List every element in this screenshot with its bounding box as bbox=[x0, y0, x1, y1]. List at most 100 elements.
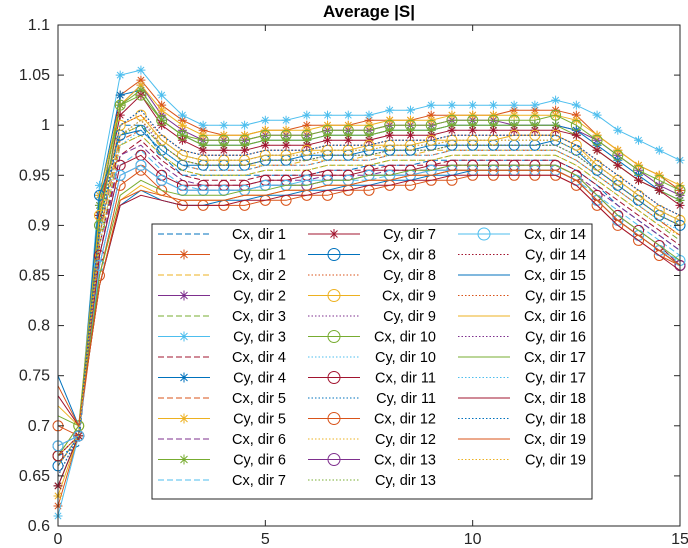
legend-entry: Cx, dir 14 bbox=[458, 227, 586, 243]
data-point bbox=[198, 125, 208, 135]
data-point bbox=[135, 124, 147, 136]
data-point bbox=[592, 110, 602, 120]
data-point bbox=[135, 109, 147, 121]
data-point bbox=[177, 120, 187, 130]
legend-entry: Cy, dir 6 bbox=[158, 453, 286, 469]
data-point bbox=[529, 129, 541, 141]
data-point bbox=[653, 174, 665, 186]
legend-entry: Cy, dir 2 bbox=[158, 289, 286, 305]
legend-marker bbox=[179, 331, 189, 342]
series-19 bbox=[57, 129, 681, 467]
data-point bbox=[115, 70, 125, 80]
legend-label: Cx, dir 3 bbox=[232, 309, 286, 325]
series-23 bbox=[57, 134, 681, 457]
legend-entry: Cy, dir 9 bbox=[308, 309, 436, 325]
data-point bbox=[343, 135, 353, 145]
legend-entry: Cy, dir 16 bbox=[458, 330, 586, 346]
series-line bbox=[57, 169, 681, 428]
data-point bbox=[198, 145, 208, 155]
data-point bbox=[385, 105, 395, 115]
legend-label: Cx, dir 19 bbox=[524, 432, 586, 448]
legend-label: Cx, dir 17 bbox=[524, 350, 586, 366]
data-point bbox=[93, 219, 105, 231]
data-point bbox=[488, 100, 498, 110]
legend-entry: Cx, dir 12 bbox=[308, 412, 436, 428]
legend-entry: Cy, dir 14 bbox=[458, 248, 586, 264]
data-point bbox=[551, 95, 561, 105]
series-18 bbox=[52, 89, 686, 462]
legend-label: Cy, dir 4 bbox=[233, 371, 286, 387]
data-point bbox=[425, 119, 437, 131]
data-point bbox=[571, 100, 581, 110]
legend-marker bbox=[179, 249, 189, 260]
y-tick-label: 0.95 bbox=[19, 167, 50, 184]
data-point bbox=[240, 145, 250, 155]
data-point bbox=[468, 100, 478, 110]
x-tick-label: 0 bbox=[54, 531, 63, 548]
legend-entry: Cx, dir 7 bbox=[158, 473, 286, 489]
data-point bbox=[613, 160, 623, 170]
y-tick-label: 0.65 bbox=[19, 468, 50, 485]
series-32 bbox=[57, 164, 681, 427]
data-point bbox=[508, 114, 520, 126]
legend-label: Cx, dir 10 bbox=[374, 330, 436, 346]
data-point bbox=[135, 89, 147, 101]
series-37 bbox=[57, 119, 681, 467]
data-point bbox=[342, 124, 354, 136]
legend-entry: Cy, dir 11 bbox=[308, 391, 436, 407]
chart-title: Average |S| bbox=[323, 2, 415, 21]
data-point bbox=[218, 134, 230, 146]
series-line bbox=[57, 134, 681, 457]
data-point bbox=[447, 125, 457, 135]
legend-entry: Cy, dir 10 bbox=[308, 350, 436, 366]
legend-label: Cy, dir 9 bbox=[383, 309, 436, 325]
data-point bbox=[115, 110, 125, 120]
legend-entry: Cx, dir 9 bbox=[308, 289, 436, 305]
series-line bbox=[57, 174, 681, 428]
legend-label: Cy, dir 13 bbox=[375, 473, 436, 489]
data-point bbox=[156, 114, 168, 126]
legend-label: Cy, dir 8 bbox=[383, 268, 436, 284]
data-point bbox=[570, 119, 582, 131]
series-line bbox=[57, 94, 681, 457]
legend-entry: Cx, dir 13 bbox=[308, 453, 436, 469]
legend-entry: Cx, dir 15 bbox=[458, 268, 586, 284]
legend-label: Cy, dir 6 bbox=[233, 453, 286, 469]
data-point bbox=[176, 129, 188, 141]
data-point bbox=[550, 109, 562, 121]
series-36 bbox=[57, 169, 681, 428]
data-point bbox=[157, 90, 167, 100]
data-point bbox=[197, 134, 209, 146]
data-point bbox=[302, 120, 312, 130]
data-point bbox=[136, 65, 146, 75]
legend-marker bbox=[477, 227, 491, 241]
series-line bbox=[57, 129, 681, 467]
legend-marker bbox=[327, 289, 341, 302]
data-point bbox=[114, 119, 126, 131]
data-point bbox=[240, 120, 250, 130]
legend-label: Cy, dir 11 bbox=[376, 391, 436, 407]
data-point bbox=[613, 125, 623, 135]
series-line bbox=[57, 124, 681, 467]
y-tick-label: 0.8 bbox=[28, 318, 50, 335]
legend-entry: Cy, dir 17 bbox=[458, 371, 586, 387]
data-point bbox=[281, 140, 291, 150]
data-point bbox=[364, 110, 374, 120]
data-point bbox=[508, 129, 520, 141]
data-point bbox=[405, 130, 415, 140]
legend-entry: Cy, dir 5 bbox=[158, 412, 286, 428]
data-point bbox=[114, 169, 126, 181]
data-point bbox=[488, 125, 498, 135]
legend-label: Cy, dir 15 bbox=[525, 289, 586, 305]
series-17 bbox=[57, 119, 681, 467]
legend-label: Cx, dir 5 bbox=[232, 391, 286, 407]
legend-marker bbox=[329, 229, 339, 239]
legend-entry: Cy, dir 8 bbox=[308, 268, 436, 284]
data-point bbox=[177, 115, 187, 125]
data-point bbox=[156, 174, 168, 186]
legend-marker bbox=[179, 372, 189, 383]
data-point bbox=[551, 120, 561, 130]
legend-label: Cx, dir 15 bbox=[524, 268, 586, 284]
legend-marker bbox=[327, 371, 341, 384]
